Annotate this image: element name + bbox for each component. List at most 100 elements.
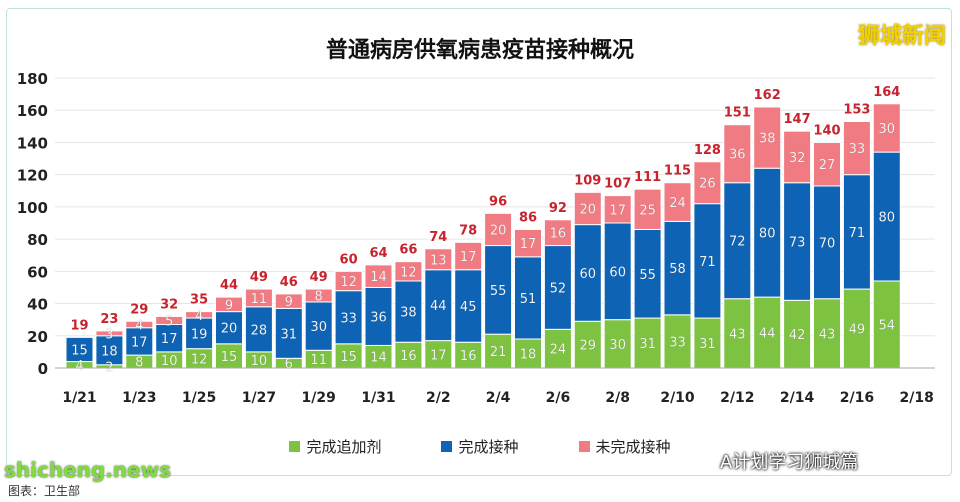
segment-label: 29 (580, 339, 597, 354)
segment-label: 17 (131, 335, 148, 350)
bar-segment (723, 182, 752, 300)
bar-segment (783, 130, 812, 184)
segment-label: 80 (759, 227, 776, 242)
source-note: 图表：卫生部 (8, 484, 81, 498)
segment-label: 18 (520, 348, 537, 363)
segment-label: 45 (460, 300, 477, 315)
segment-label: 49 (849, 323, 866, 338)
watermark-site: shicheng.news (4, 458, 171, 482)
segment-label: 71 (849, 226, 866, 241)
total-label: 64 (369, 246, 387, 261)
segment-label: 18 (101, 344, 118, 359)
segment-label: 16 (400, 349, 417, 364)
total-label: 151 (724, 106, 751, 121)
segment-label: 3 (105, 327, 113, 342)
segment-label: 30 (310, 320, 327, 335)
segment-label: 15 (71, 343, 88, 358)
total-label: 147 (784, 112, 811, 127)
bar-segment (454, 241, 483, 271)
bar-segment (573, 320, 602, 369)
segment-label: 28 (251, 323, 268, 338)
segment-label: 43 (819, 327, 836, 342)
bar-segment (753, 167, 782, 298)
legend: 完成追加剂 完成接种 未完成接种 (0, 436, 960, 457)
bar-segment (394, 280, 423, 343)
segment-label: 58 (669, 262, 686, 277)
bar-segment (573, 191, 602, 226)
total-label: 32 (160, 297, 178, 312)
x-tick-label: 1/27 (242, 390, 276, 406)
y-tick-label: 140 (17, 134, 48, 152)
y-tick-label: 180 (17, 70, 48, 88)
x-tick-label: 2/6 (546, 390, 571, 406)
bar-segment (813, 185, 841, 300)
bar-segment (872, 103, 901, 153)
segment-label: 6 (285, 357, 293, 372)
segment-label: 27 (819, 158, 836, 173)
bar-segment (842, 174, 871, 290)
y-tick-label: 0 (38, 360, 48, 378)
bar-segment (394, 261, 423, 282)
segment-label: 12 (340, 275, 357, 290)
y-tick-label: 40 (27, 296, 48, 314)
legend-item-incomplete: 未完成接种 (578, 436, 671, 457)
total-label: 46 (280, 275, 298, 290)
y-tick-label: 60 (27, 263, 48, 281)
segment-label: 44 (759, 327, 776, 342)
total-label: 74 (429, 230, 447, 245)
bar-segment (723, 124, 752, 184)
segment-label: 31 (281, 327, 298, 342)
y-tick-label: 100 (17, 199, 48, 217)
chart-frame (6, 8, 952, 476)
segment-label: 17 (161, 332, 178, 347)
segment-label: 12 (191, 352, 208, 367)
bar-segment (155, 315, 184, 326)
bar-segment (693, 203, 722, 319)
total-label: 111 (634, 170, 661, 185)
bar-segment (603, 195, 632, 224)
segment-label: 14 (370, 270, 387, 285)
bar-segment (633, 188, 662, 230)
total-label: 92 (549, 201, 567, 216)
segment-label: 71 (699, 255, 716, 270)
segment-label: 12 (400, 265, 417, 280)
segment-label: 17 (609, 203, 626, 218)
total-label: 66 (399, 243, 417, 258)
bar-segment (813, 141, 841, 187)
segment-label: 16 (550, 227, 567, 242)
x-tick-label: 2/18 (900, 390, 934, 406)
bar-segment (872, 151, 901, 282)
total-label: 49 (310, 270, 328, 285)
watermark-account: A计划学习狮城篇 (720, 452, 859, 473)
segment-label: 24 (550, 343, 567, 358)
total-label: 49 (250, 270, 268, 285)
y-tick-label: 80 (27, 231, 48, 249)
segment-label: 9 (225, 298, 233, 313)
chart-title: 普通病房供氧病患疫苗接种概况 (325, 38, 634, 63)
bar-segment (304, 301, 333, 351)
bar-segment (633, 317, 662, 369)
bar-segment (484, 245, 513, 335)
bar-segment (155, 324, 184, 353)
bar-segment (842, 121, 871, 176)
segment-label: 70 (819, 236, 836, 251)
total-label: 86 (519, 210, 537, 225)
x-tick-label: 2/12 (720, 390, 754, 406)
bar-segment (274, 293, 303, 309)
segment-label: 60 (580, 267, 597, 282)
x-tick-label: 2/4 (486, 390, 511, 406)
total-label: 60 (340, 252, 358, 267)
segment-label: 72 (729, 235, 746, 250)
segment-label: 17 (520, 237, 537, 252)
bar-segment (514, 228, 542, 258)
segment-label: 60 (609, 265, 626, 280)
segment-label: 14 (370, 351, 387, 366)
total-label: 128 (694, 143, 721, 158)
bar-segment (185, 317, 214, 350)
total-label: 23 (100, 312, 118, 327)
total-label: 162 (754, 88, 781, 103)
total-label: 153 (843, 103, 870, 118)
x-tick-label: 2/10 (660, 390, 695, 406)
bar-segment (215, 296, 243, 313)
